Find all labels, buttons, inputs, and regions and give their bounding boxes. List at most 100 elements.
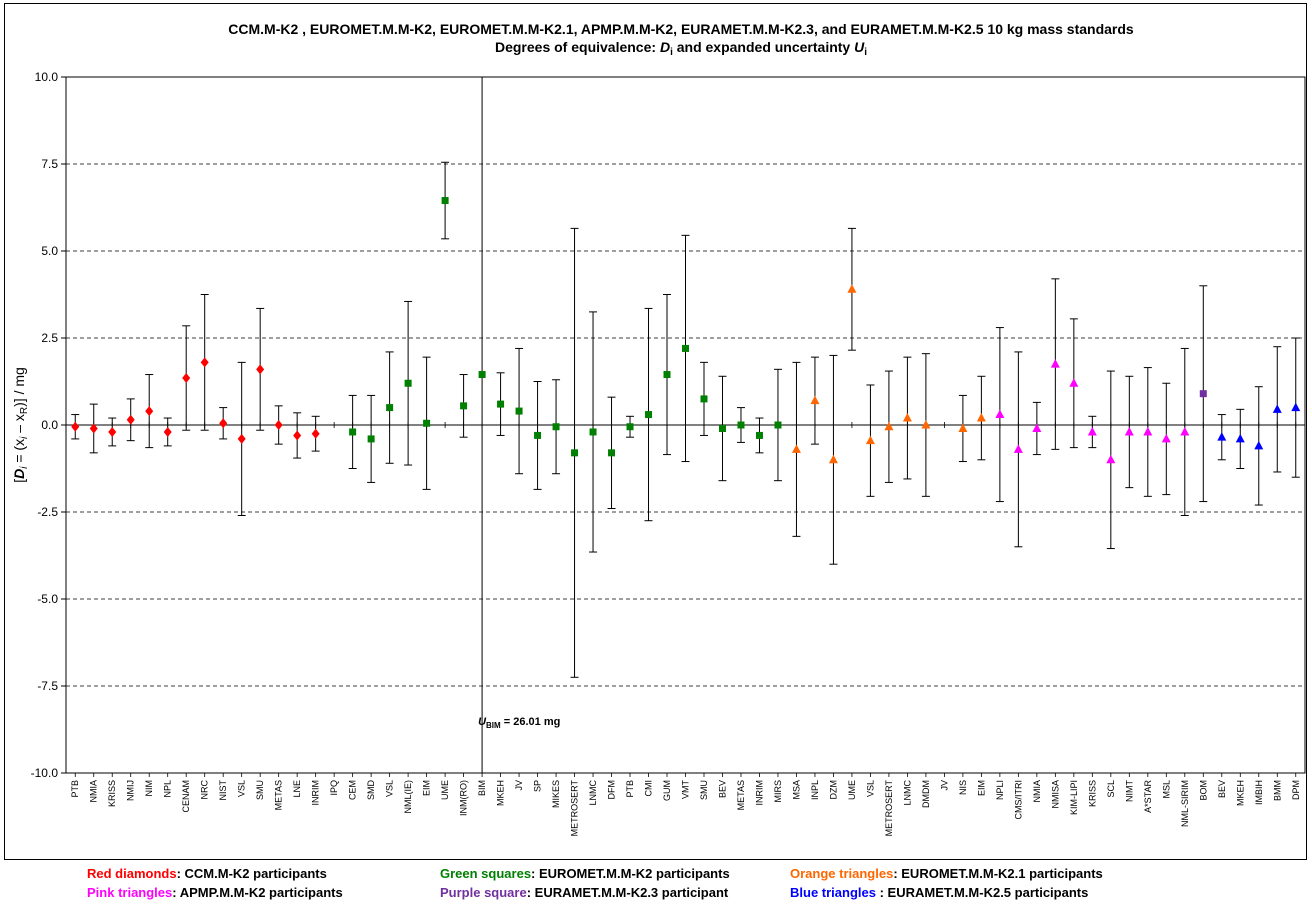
legend-desc: EURAMET.M.M-K2.3 participant: [534, 885, 729, 900]
x-tick-label: DPM: [1291, 780, 1301, 800]
x-tick-label: UME: [440, 780, 450, 800]
legend-key: Purple square: [440, 885, 527, 900]
x-tick-label: NMIA: [89, 780, 99, 803]
data-point: [71, 421, 80, 432]
y-tick-label: 2.5: [41, 331, 58, 345]
data-point: [293, 430, 302, 441]
x-tick-label: SMU: [699, 780, 709, 800]
chart: CCM.M-K2 , EUROMET.M.M-K2, EUROMET.M.M-K…: [11, 21, 1306, 837]
legend-item-red: Red diamonds: CCM.M-K2 participants: [87, 866, 327, 881]
data-point: [515, 407, 523, 415]
x-tick-label: BOM: [1198, 780, 1208, 801]
data-point: [645, 411, 653, 419]
x-tick-label: BEV: [1217, 780, 1227, 798]
data-point: [1013, 444, 1023, 453]
data-point: [1050, 359, 1060, 368]
data-point: [791, 444, 801, 453]
x-tick-label: INRIM: [311, 780, 321, 806]
x-tick-label: NPL: [163, 780, 173, 798]
legend-key: Red diamonds: [87, 866, 177, 881]
x-tick-label: NMISA: [1050, 780, 1060, 809]
x-tick-label: NIMT: [1124, 780, 1134, 802]
data-point: [682, 344, 689, 352]
data-point: [774, 421, 782, 429]
data-point: [571, 449, 579, 457]
legend-item-pink: Pink triangles: APMP.M.M-K2 participants: [87, 885, 343, 900]
x-tick-label: INPL: [810, 780, 820, 800]
data-point: [626, 423, 634, 431]
y-tick-label: -5.0: [37, 592, 58, 606]
data-point: [1032, 423, 1042, 432]
legend-key: Blue triangles: [790, 885, 880, 900]
data-point: [386, 404, 394, 412]
legend-desc: EUROMET.M.M-K2.1 participants: [901, 866, 1103, 881]
x-tick-label: METAS: [736, 780, 746, 810]
x-tick-label: CMI: [644, 780, 654, 797]
data-point: [274, 420, 283, 430]
data-point: [367, 435, 375, 443]
data-point: [828, 454, 838, 464]
x-tick-label: MIRS: [773, 780, 783, 803]
y-tick-label: 0.0: [41, 418, 58, 432]
x-tick-label: DMDM: [921, 780, 931, 808]
data-point: [1291, 402, 1301, 412]
x-tick-label: MKEH: [1235, 780, 1245, 806]
x-tick-label: GUM: [662, 780, 672, 801]
data-point: [1124, 426, 1134, 436]
y-tick-label: -7.5: [37, 679, 58, 693]
data-point: [958, 423, 968, 432]
x-tick-label: BMM: [1272, 780, 1282, 801]
data-point: [700, 395, 708, 403]
chart-title: CCM.M-K2 , EUROMET.M.M-K2, EUROMET.M.M-K…: [228, 21, 1134, 37]
data-point: [256, 364, 265, 375]
data-point: [1106, 454, 1116, 464]
data-point: [718, 424, 726, 432]
x-tick-label: EIM: [976, 780, 986, 796]
series-purple-square: [1199, 285, 1208, 503]
chart-subtitle: Degrees of equivalence: Di and expanded …: [495, 39, 867, 58]
data-point: [534, 431, 542, 439]
chart-frame: [4, 3, 1307, 860]
data-point: [810, 395, 820, 405]
x-tick-label: MSL: [1161, 780, 1171, 799]
data-point: [108, 426, 117, 437]
data-point: [441, 197, 449, 205]
x-tick-label: NIST: [218, 780, 228, 801]
legend-item-orange: Orange triangles: EUROMET.M.M-K2.1 parti…: [790, 866, 1103, 881]
x-tick-label: NMIA: [1032, 780, 1042, 803]
x-tick-label: MKEH: [496, 780, 506, 806]
data-point: [1161, 433, 1171, 443]
x-tick-label: IPQ: [329, 780, 339, 796]
legend-item-blue: Blue triangles : EURAMET.M.M-K2.5 partic…: [790, 885, 1089, 900]
y-tick-label: 7.5: [41, 157, 58, 171]
data-point: [460, 402, 468, 410]
x-tick-label: IMBIH: [1254, 780, 1264, 805]
y-tick-label: 10.0: [35, 70, 59, 84]
legend-desc: EURAMET.M.M-K2.5 participants: [887, 885, 1089, 900]
data-point: [552, 423, 560, 431]
data-point: [608, 449, 616, 457]
x-tick-label: NML(IE): [403, 780, 413, 814]
x-tick-label: METROSERT: [570, 780, 580, 837]
data-point: [478, 371, 486, 379]
legend-item-purple: Purple square: EURAMET.M.M-K2.3 particip…: [440, 885, 729, 900]
x-tick-label: NMIJ: [126, 780, 136, 801]
data-point: [884, 421, 894, 431]
data-point: [1143, 426, 1153, 436]
x-tick-label: KRISS: [1087, 780, 1097, 807]
annotation-u-bim: UBIM = 26.01 mg: [478, 716, 560, 730]
series-green-squares: [348, 77, 782, 773]
data-point: [663, 371, 671, 379]
data-point: [1199, 390, 1207, 398]
x-tick-label: METROSERT: [884, 780, 894, 837]
x-tick-label: NIM: [144, 780, 154, 797]
x-tick-label: VSL: [385, 780, 395, 797]
x-tick-label: VSL: [237, 780, 247, 797]
x-tick-label: UME: [847, 780, 857, 800]
x-tick-label: CEM: [348, 780, 358, 800]
y-tick-label: -2.5: [37, 505, 58, 519]
x-tick-label: KIM-LIPI: [1069, 780, 1079, 815]
x-tick-label: PTB: [625, 780, 635, 798]
data-point: [1217, 432, 1227, 441]
x-tick-label: JV: [939, 780, 949, 791]
